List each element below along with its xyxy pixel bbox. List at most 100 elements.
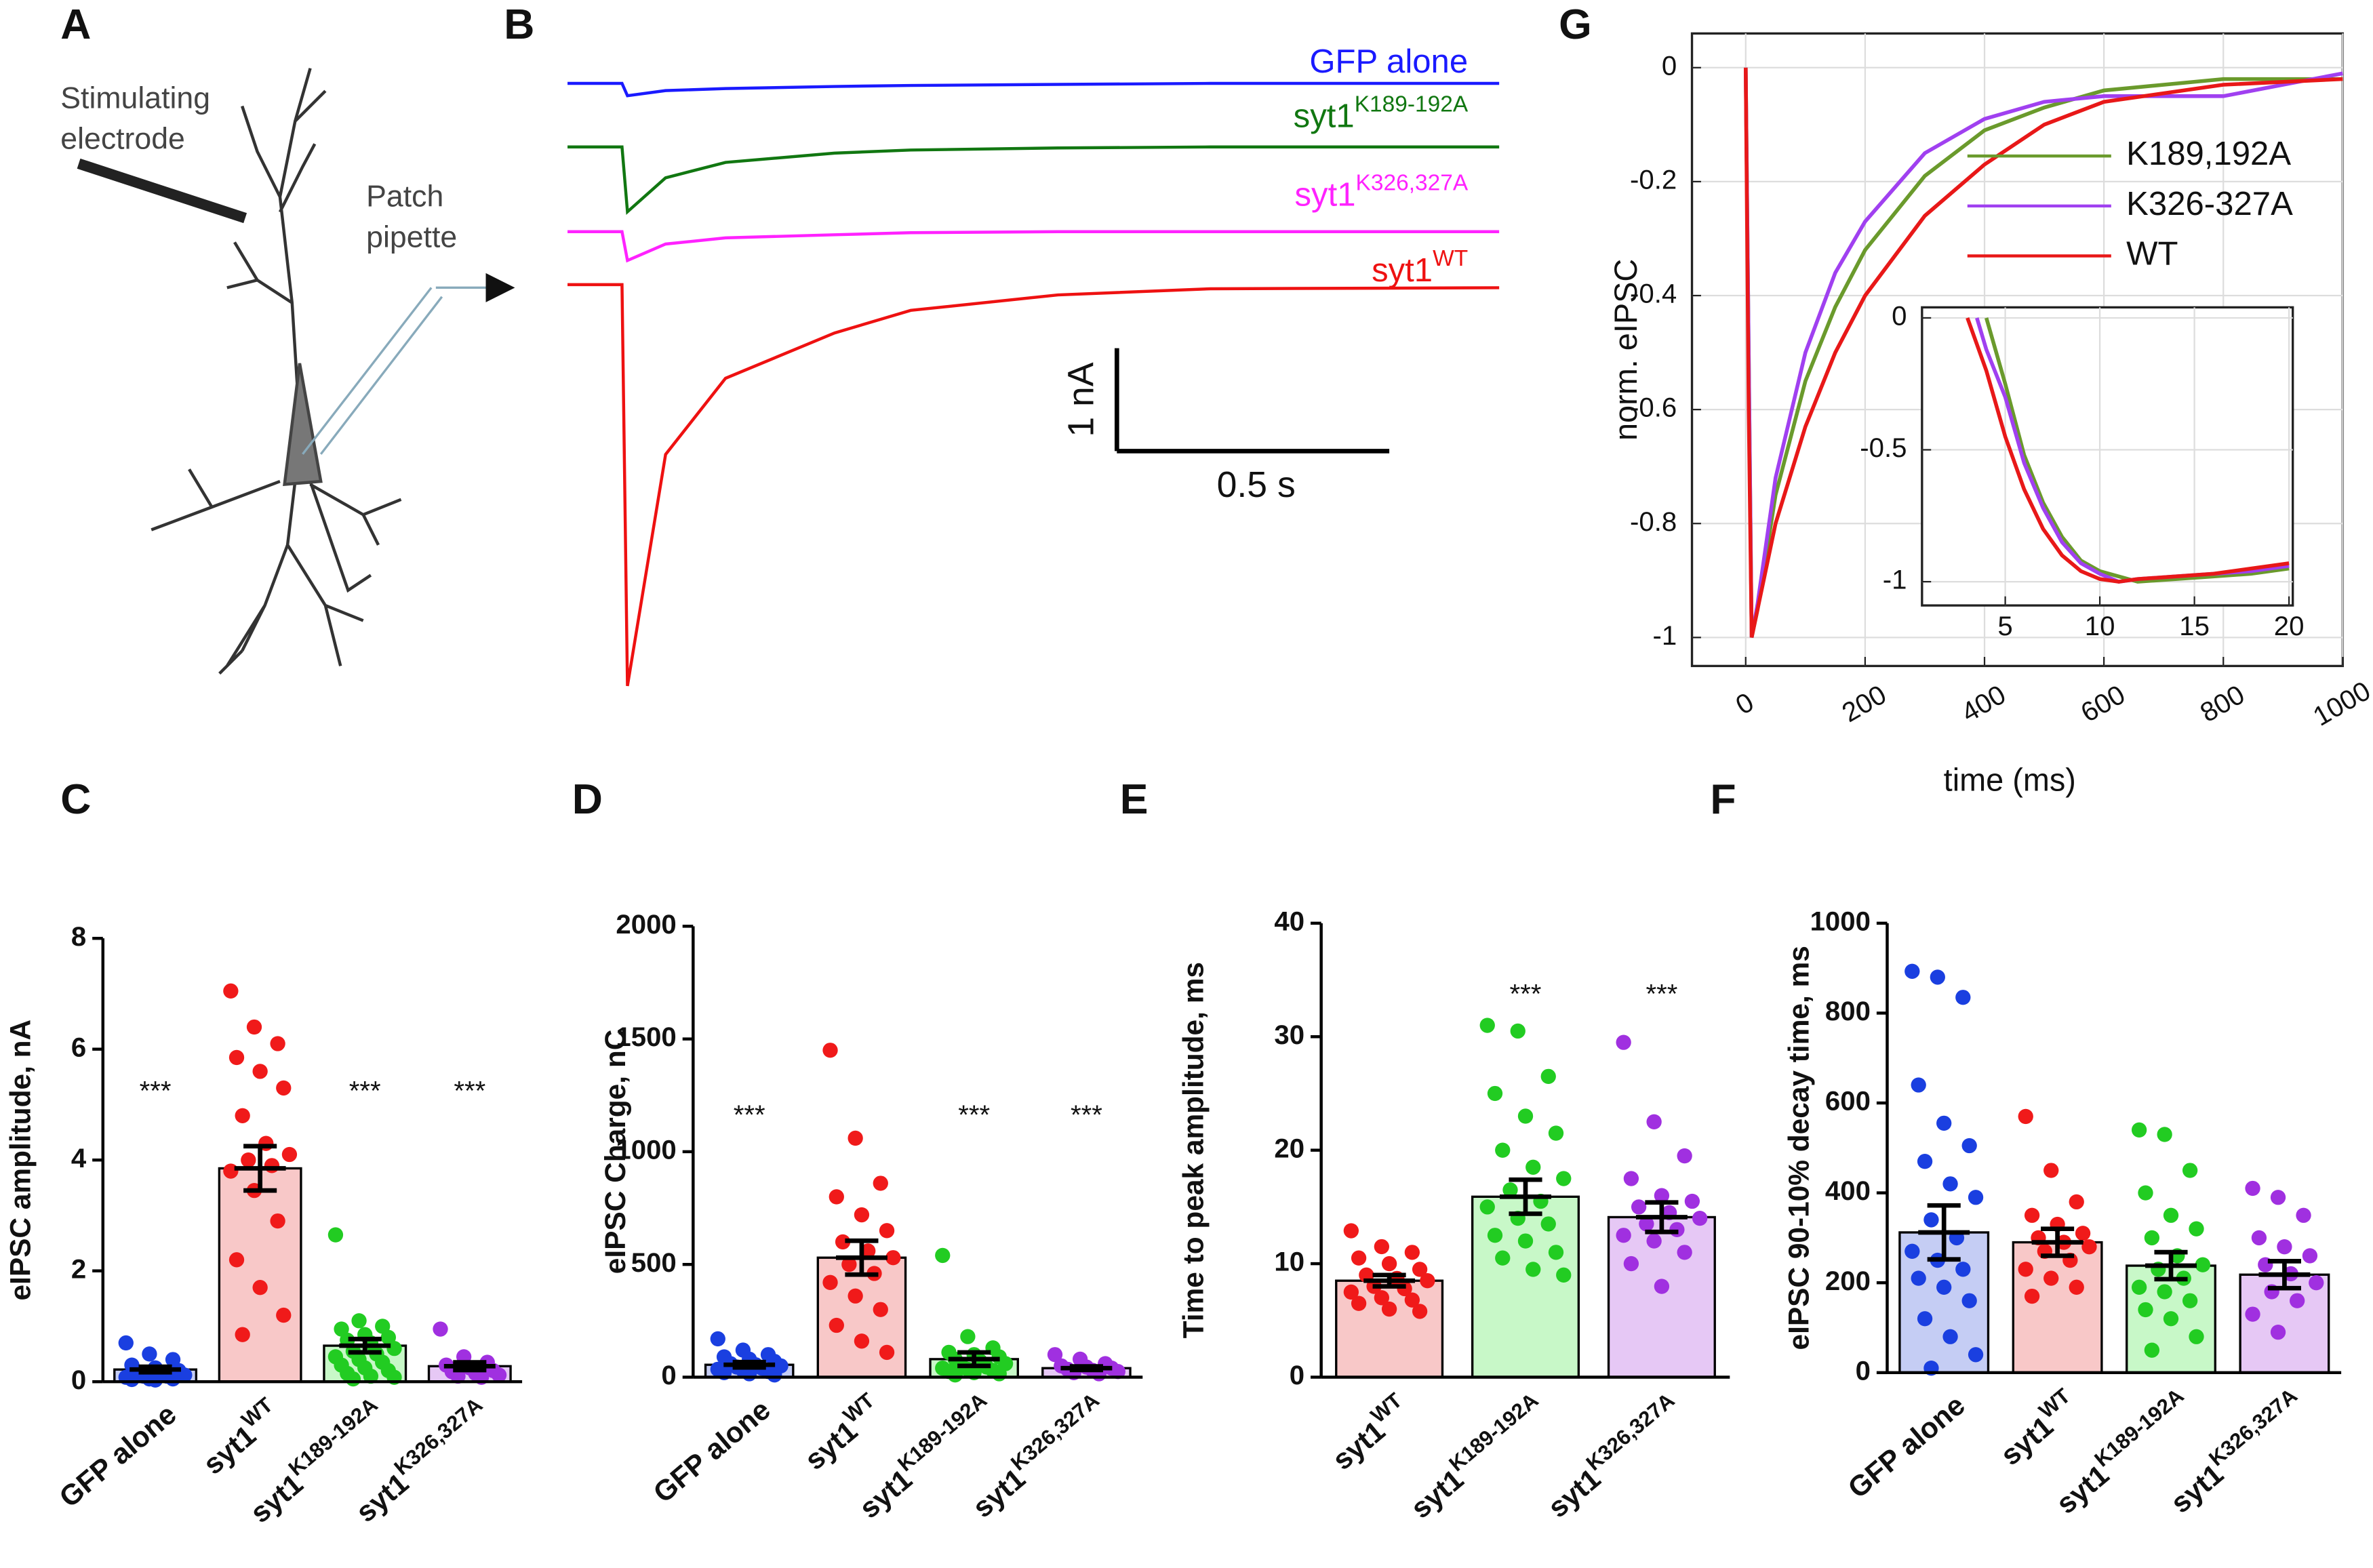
data-point (270, 1213, 285, 1229)
patch-pipette (302, 286, 487, 455)
stimulating-label: Stimulating (60, 81, 210, 115)
data-point (142, 1346, 157, 1362)
y-tick-label: 20 (1274, 1133, 1304, 1163)
x-tick-label: 200 (1837, 679, 1892, 728)
x-axis-label: time (ms) (1944, 763, 2076, 798)
trace-legend-sup: K326,327A (1356, 171, 1469, 196)
trace (567, 230, 1500, 263)
pipette-label: pipette (366, 221, 457, 254)
y-tick-label: 2 (71, 1253, 86, 1284)
data-point (327, 1227, 344, 1243)
panel-label: G (1559, 1, 1592, 48)
legend-label: K326-327A (2126, 186, 2293, 222)
data-point (235, 1108, 250, 1123)
trace-legend-main: syt1 (1294, 98, 1355, 134)
data-point (1942, 1176, 1958, 1192)
data-point (433, 1321, 448, 1337)
data-point (1495, 1142, 1511, 1158)
y-tick-label: 0 (1856, 1355, 1871, 1386)
category-label: GFP alone (1842, 1389, 1971, 1504)
y-tick-label: 40 (1274, 906, 1304, 936)
data-point (118, 1335, 134, 1351)
panel-label: E (1120, 776, 1149, 823)
trace-legend-sup: K189-192A (1355, 92, 1469, 117)
data-point (363, 1368, 379, 1384)
data-point (165, 1352, 181, 1367)
data-point (1047, 1347, 1063, 1363)
data-point (1936, 1279, 1952, 1295)
data-point (1479, 1199, 1495, 1215)
data-point (223, 1163, 239, 1179)
data-point (1669, 1222, 1685, 1238)
series-line (1966, 317, 2290, 584)
category-label: syt1K189-192A (1400, 1388, 1552, 1525)
trace-legend-main: syt1 (1294, 176, 1355, 213)
trace (567, 283, 1500, 687)
data-point (1343, 1284, 1359, 1300)
category-label: syt1K326,327A (1538, 1388, 1689, 1524)
data-point (1616, 1228, 1631, 1243)
data-point (264, 1158, 280, 1173)
data-point (2195, 1257, 2211, 1272)
category-label-sup: K189-192A (2090, 1384, 2188, 1472)
data-point (1692, 1210, 1708, 1226)
data-point (276, 1307, 292, 1323)
data-point (1917, 1154, 1933, 1169)
data-point (252, 1064, 268, 1079)
data-point (1968, 1190, 1984, 1205)
x-tick-label: 20 (2274, 611, 2305, 641)
data-point (1351, 1250, 1367, 1266)
series-line (1985, 317, 2290, 584)
data-point (281, 1146, 298, 1163)
data-point (710, 1331, 725, 1347)
significance: *** (1071, 1100, 1102, 1130)
y-tick-label: -1 (1652, 620, 1677, 651)
data-point (1479, 1018, 1495, 1033)
y-tick-label: -0.2 (1630, 165, 1677, 195)
stimulating-label: electrode (60, 123, 185, 156)
y-tick-label: 400 (1825, 1175, 1871, 1206)
data-point (1420, 1273, 1435, 1289)
data-point (2024, 1288, 2040, 1304)
panel-label: C (60, 776, 91, 823)
data-point (2138, 1185, 2153, 1201)
data-point (1548, 1245, 1564, 1260)
y-tick-label: 6 (71, 1032, 86, 1062)
y-tick-label: 1500 (616, 1022, 676, 1052)
trace-legend: syt1K189-192A (1294, 92, 1469, 135)
data-point (2157, 1127, 2172, 1142)
bar (1607, 1215, 1716, 1379)
data-point (1677, 1245, 1692, 1260)
category-label: syt1WT (1322, 1388, 1416, 1476)
trace (567, 81, 1500, 98)
data-point (241, 1152, 256, 1168)
significance: *** (454, 1075, 485, 1106)
data-point (1955, 1262, 1971, 1277)
data-point (879, 1223, 895, 1239)
category-label: syt1WT (795, 1388, 889, 1476)
data-point (1343, 1223, 1359, 1239)
x-tick-label: 5 (1997, 611, 2012, 641)
data-point (873, 1302, 888, 1317)
trace-legend: syt1K326,327A (1294, 171, 1468, 214)
y-tick-label: 2000 (616, 909, 676, 940)
data-point (1911, 1077, 1926, 1093)
data-point (860, 1243, 876, 1259)
data-point (2290, 1293, 2305, 1308)
data-point (1517, 1108, 1534, 1124)
data-point (835, 1234, 851, 1250)
data-point (1495, 1250, 1511, 1266)
data-point (1404, 1245, 1420, 1260)
data-point (1955, 990, 1971, 1005)
data-point (252, 1280, 268, 1295)
data-point (854, 1207, 870, 1223)
significance: *** (958, 1100, 990, 1130)
data-point (1517, 1233, 1534, 1249)
data-point (767, 1367, 782, 1383)
category-label: syt1WT (1990, 1384, 2084, 1472)
data-point (147, 1372, 163, 1388)
amplifier (485, 273, 515, 302)
data-point (345, 1371, 361, 1387)
data-point (960, 1329, 976, 1344)
